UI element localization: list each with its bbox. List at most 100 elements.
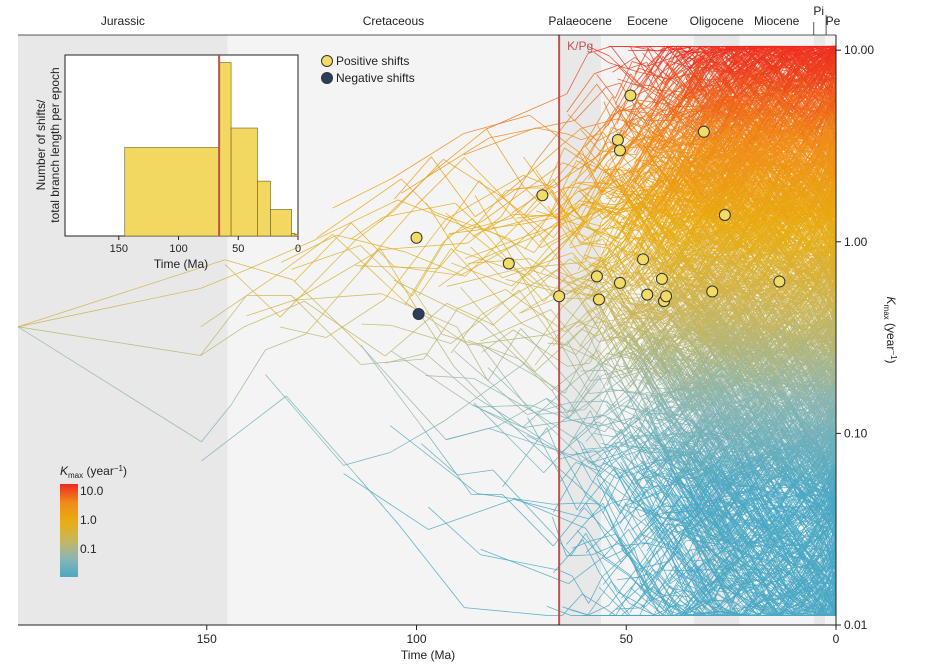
- branch-segment-3351: [708, 559, 737, 586]
- branch-segment-3588: [683, 584, 720, 616]
- branch-segment-3740: [686, 570, 721, 616]
- branch-segment-3090: [719, 595, 757, 614]
- branch-segment-3689: [739, 580, 775, 595]
- branch-segment-3756: [725, 579, 758, 587]
- branch-segment-2451: [628, 75, 648, 117]
- branch-segment-720: [583, 507, 621, 547]
- branch-segment-906: [611, 502, 644, 529]
- branch-segment-505: [505, 289, 566, 333]
- branch-segment-3285: [605, 546, 632, 559]
- branch-segment-3632: [741, 599, 760, 616]
- branch-segment-2218: [579, 293, 615, 348]
- branch-segment-2613: [453, 350, 528, 415]
- branch-segment-3182: [610, 498, 628, 504]
- branch-segment-3305: [750, 495, 788, 542]
- branch-segment-2576: [453, 366, 491, 406]
- branch-segment-2032: [680, 254, 705, 296]
- branch-segment-3603: [682, 610, 719, 616]
- branch-segment-2760: [451, 262, 512, 287]
- branch-segment-3884: [820, 571, 835, 584]
- branch-segment-3263: [624, 502, 663, 571]
- period-label-cretaceous: Cretaceous: [363, 14, 424, 28]
- branch-segment-3810: [670, 529, 704, 544]
- branch-segment-2855: [640, 165, 660, 187]
- branch-segment-3577: [615, 563, 647, 616]
- branch-segment-1377: [647, 602, 665, 616]
- branch-segment-1275: [634, 472, 667, 481]
- branch-segment-1972: [598, 169, 618, 194]
- branch-segment-674: [657, 377, 675, 401]
- branch-segment-2670: [686, 331, 702, 344]
- branch-segment-3703: [706, 543, 743, 600]
- branch-segment-1795: [646, 519, 672, 552]
- branch-segment-3051: [696, 523, 714, 556]
- branch-segment-3596: [703, 559, 725, 589]
- branch-segment-1327: [560, 475, 578, 511]
- branch-segment-1759: [660, 74, 688, 116]
- branch-segment-879: [644, 557, 673, 587]
- branch-segment-1693: [520, 328, 601, 418]
- branch-segment-3364: [585, 502, 622, 563]
- branch-segment-3676: [688, 566, 723, 612]
- branch-segment-3865: [361, 346, 447, 441]
- branch-segment-3511: [655, 508, 686, 516]
- branch-segment-2534: [623, 215, 640, 252]
- branch-segment-3930: [570, 414, 601, 443]
- branch-segment-1274: [614, 446, 635, 481]
- branch-segment-3787: [657, 570, 683, 602]
- branch-segment-800: [594, 433, 616, 438]
- branch-segment-3499: [568, 556, 604, 584]
- branch-segment-2725: [622, 445, 649, 454]
- branch-segment-3667: [666, 600, 680, 616]
- branch-segment-3746: [686, 575, 710, 599]
- branch-segment-1900: [516, 191, 579, 245]
- branch-segment-3546: [717, 577, 734, 580]
- branch-segment-3119: [583, 441, 618, 462]
- branch-segment-3834: [621, 581, 637, 599]
- branch-segment-3578: [646, 542, 667, 564]
- branch-segment-3283: [513, 497, 586, 529]
- branch-segment-915: [566, 554, 593, 557]
- branch-segment-3467: [589, 533, 617, 542]
- branch-segment-909: [704, 538, 732, 583]
- branch-segment-3350: [690, 559, 710, 562]
- branch-segment-2573: [305, 247, 381, 335]
- branch-segment-3041: [578, 467, 615, 512]
- branch-segment-3598: [758, 568, 779, 616]
- branch-segment-3694: [689, 603, 706, 616]
- branch-segment-3835: [635, 581, 674, 616]
- branch-segment-3869: [603, 450, 633, 503]
- branch-segment-620: [565, 284, 590, 293]
- branch-segment-822: [600, 483, 621, 515]
- branch-segment-139: [597, 93, 633, 157]
- branch-segment-3797: [639, 556, 671, 600]
- branch-segment-0: [17, 288, 201, 328]
- branch-segment-2743: [451, 248, 523, 324]
- branch-segment-1695: [636, 378, 651, 386]
- branch-segment-716: [420, 425, 472, 495]
- branch-segment-2249: [597, 375, 627, 431]
- branch-segment-4: [397, 199, 471, 230]
- branch-segment-2726: [647, 450, 677, 454]
- branch-segment-3794: [570, 609, 590, 616]
- branch-segment-3615: [757, 571, 795, 591]
- branch-segment-3510: [628, 514, 656, 548]
- branch-segment-2506: [634, 57, 666, 85]
- branch-segment-3286: [631, 528, 649, 547]
- branch-segment-1810: [590, 430, 627, 467]
- branch-segment-2264: [641, 381, 671, 417]
- branch-segment-773: [546, 427, 561, 460]
- branch-segment-3181: [588, 502, 612, 520]
- branch-segment-1376: [629, 587, 649, 603]
- branch-segment-2515: [691, 46, 730, 107]
- branch-segment-3672: [779, 564, 809, 616]
- branch-segment-3138: [725, 490, 749, 495]
- branch-segment-3845: [774, 593, 797, 616]
- branch-segment-3457: [601, 557, 629, 576]
- branch-segment-2144: [597, 349, 622, 379]
- branch-segment-3084: [614, 466, 632, 487]
- branch-segment-3867: [488, 427, 571, 456]
- branch-segment-2723: [585, 417, 609, 442]
- branch-segment-3008: [630, 456, 668, 470]
